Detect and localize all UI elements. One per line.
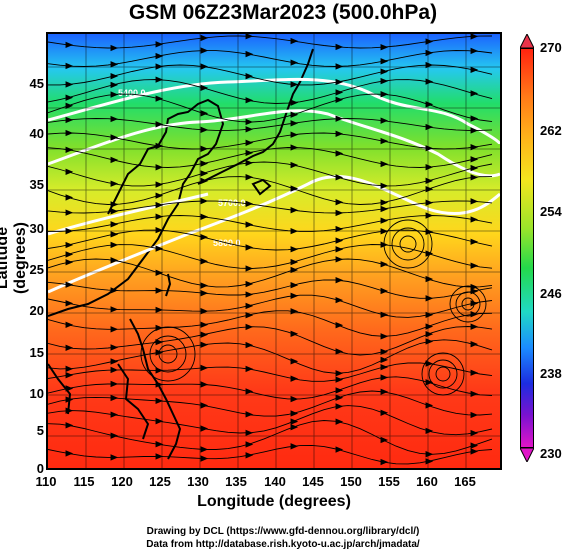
colorbar-tick-label: 230 [540,446,562,461]
x-tick-label: 145 [302,474,324,489]
y-axis-label: Latitude (degrees) [0,221,29,295]
colorbar [520,48,534,448]
x-tick-label: 120 [111,474,133,489]
colorbar-tick-label: 262 [540,123,562,138]
y-tick-label: 10 [29,386,44,401]
colorbar-min-arrow [520,448,534,462]
y-tick-label: 5 [36,423,44,438]
geopotential-contours [48,77,500,294]
x-tick-label: 125 [149,474,171,489]
x-axis-label: Longitude (degrees) [197,493,351,510]
map-title: GSM 06Z23Mar2023 (500.0hPa) [128,1,438,24]
colorbar-tick-label: 254 [540,204,562,219]
map-plot-area: 5400.0 5700.0 5800.0 [46,32,502,470]
x-tick-label: 110 [35,474,57,489]
gridlines [48,34,500,468]
y-tick-label: 40 [29,126,44,141]
x-tick-label: 130 [187,474,209,489]
contour-labels: 5400.0 5700.0 5800.0 [118,88,246,248]
x-tick-label: 165 [454,474,476,489]
contour-label-5400: 5400.0 [118,88,146,98]
x-tick-label: 155 [378,474,400,489]
contour-label-5700: 5700.0 [218,198,246,208]
colorbar-max-arrow [520,34,534,48]
colorbar-tick-label: 246 [540,286,562,301]
x-tick-label: 115 [73,474,95,489]
streamlines [48,34,493,466]
y-tick-label: 35 [29,177,44,192]
footer-credit-dcl: Drawing by DCL (https://www.gfd-dennou.o… [146,526,420,537]
y-tick-label: 20 [29,303,44,318]
y-tick-label: 15 [29,345,44,360]
y-tick-label: 45 [29,76,44,91]
colorbar-tick-label: 270 [540,40,562,55]
x-tick-label: 160 [416,474,438,489]
y-tick-label: 0 [36,461,44,476]
x-tick-label: 135 [225,474,247,489]
x-tick-label: 140 [264,474,286,489]
colorbar-tick-label: 238 [540,366,562,381]
y-tick-label: 30 [29,221,44,236]
map-svg: 5400.0 5700.0 5800.0 [48,34,500,468]
footer-credit-data: Data from http://database.rish.kyoto-u.a… [146,539,420,550]
x-tick-label: 150 [340,474,362,489]
y-tick-label: 25 [29,262,44,277]
